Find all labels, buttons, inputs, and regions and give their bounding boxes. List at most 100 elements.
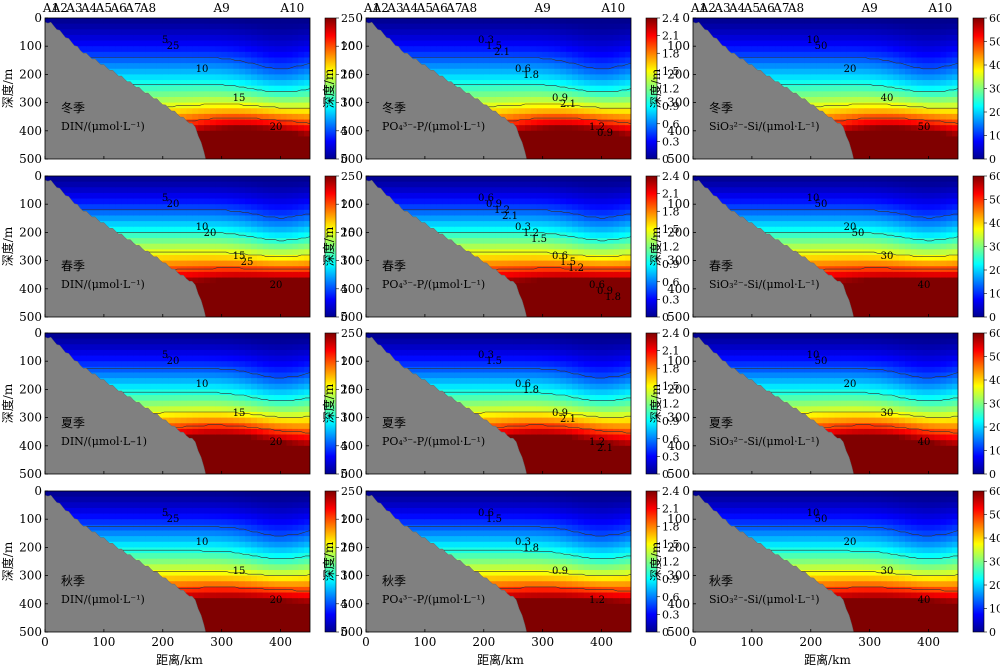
heatmap-cell [56,176,64,183]
heatmap-cell [566,40,573,47]
heatmap-cell [198,226,205,233]
heatmap-cell [595,80,603,87]
heatmap-cell [466,85,473,92]
heatmap-cell [863,113,871,121]
heatmap-cell [922,130,930,138]
heatmap-cell [257,271,264,279]
heatmap-cell [828,18,835,25]
heatmap-cell [245,68,252,75]
heatmap-cell [209,23,217,30]
heatmap-cell [607,34,614,42]
heatmap-cell [239,125,246,132]
panel-po4-spring: 0.60.30.60.60.91.21.50.91.21.51.21.82.10… [321,169,680,324]
heatmap-cell [619,80,626,87]
heatmap-cell [251,57,258,64]
heatmap-cell [209,305,217,312]
heatmap-cell [115,221,123,228]
heatmap-cell [525,57,532,64]
heatmap-cell [793,57,800,64]
heatmap-cell [227,68,235,75]
heatmap-cell [198,119,205,126]
heatmap-cell [781,80,788,87]
heatmap-cell [215,181,223,188]
heatmap-cell [454,51,461,59]
heatmap-cell [280,209,288,217]
heatmap-field: 0.30.60.91.21.51.82.10.92.1 [366,18,631,159]
heatmap-cell [198,130,205,138]
heatmap-cell [186,102,193,109]
heatmap-cell [215,80,223,87]
heatmap-cell [601,119,609,126]
heatmap-cell [251,305,258,312]
heatmap-cell [227,192,235,200]
heatmap-cell [430,51,438,59]
heatmap-cell [595,63,603,70]
heatmap-cell [507,63,514,70]
heatmap-cell [572,142,579,149]
heatmap-cell [262,277,270,284]
heatmap-cell [245,40,252,47]
heatmap-cell [192,271,199,279]
heatmap-cell [893,130,900,138]
heatmap-cell [477,57,485,64]
heatmap-cell [180,80,187,87]
heatmap-cell [589,147,597,154]
heatmap-cell [887,46,894,53]
heatmap-cell [413,34,420,42]
heatmap-cell [204,136,211,143]
heatmap-cell [407,198,414,205]
heatmap-cell [863,130,871,138]
heatmap-cell [530,68,538,75]
heatmap-cell [274,311,282,317]
heatmap-cell [472,29,479,36]
heatmap-cell [910,18,918,25]
heatmap-cell [239,18,246,25]
heatmap-cell [857,91,865,98]
heatmap-cell [133,198,140,205]
heatmap-cell [86,198,93,205]
heatmap-cell [940,51,947,59]
heatmap-cell [245,254,252,262]
heatmap-cell [156,192,164,200]
heatmap-cell [466,18,473,25]
colorbar-tick-label: 5 [341,125,348,138]
heatmap-cell [572,80,579,87]
y-tick-label: 200 [667,67,690,81]
heatmap-cell [613,51,620,59]
heatmap-cell [436,46,444,53]
heatmap-cell [613,46,620,53]
heatmap-cell [934,130,941,138]
heatmap-cell [560,125,567,132]
y-tick-label: 500 [340,152,363,166]
heatmap-cell [292,226,299,233]
heatmap-cell [268,271,276,279]
heatmap-cell [233,271,240,279]
heatmap-cell [840,46,847,53]
heatmap-cell [846,119,853,126]
heatmap-cell [625,147,631,154]
heatmap-cell [251,187,258,194]
heatmap-cell [215,283,223,290]
heatmap-cell [133,192,140,200]
heatmap-cell [98,176,105,183]
heatmap-cell [578,91,585,98]
heatmap-cell [430,18,438,25]
heatmap-cell [268,23,276,30]
heatmap-cell [198,51,205,59]
heatmap-cell [186,51,193,59]
heatmap-cell [916,102,924,109]
heatmap-cell [257,29,264,36]
heatmap-cell [115,18,123,25]
heatmap-cell [536,91,544,98]
heatmap-cell [525,125,532,132]
heatmap-cell [204,271,211,279]
heatmap-cell [934,147,941,154]
heatmap-cell [793,34,800,42]
heatmap-cell [489,29,497,36]
heatmap-cell [613,23,620,30]
heatmap-cell [525,130,532,138]
heatmap-cell [162,29,170,36]
heatmap-cell [251,74,258,81]
heatmap-cell [922,113,930,121]
heatmap-cell [162,80,170,87]
